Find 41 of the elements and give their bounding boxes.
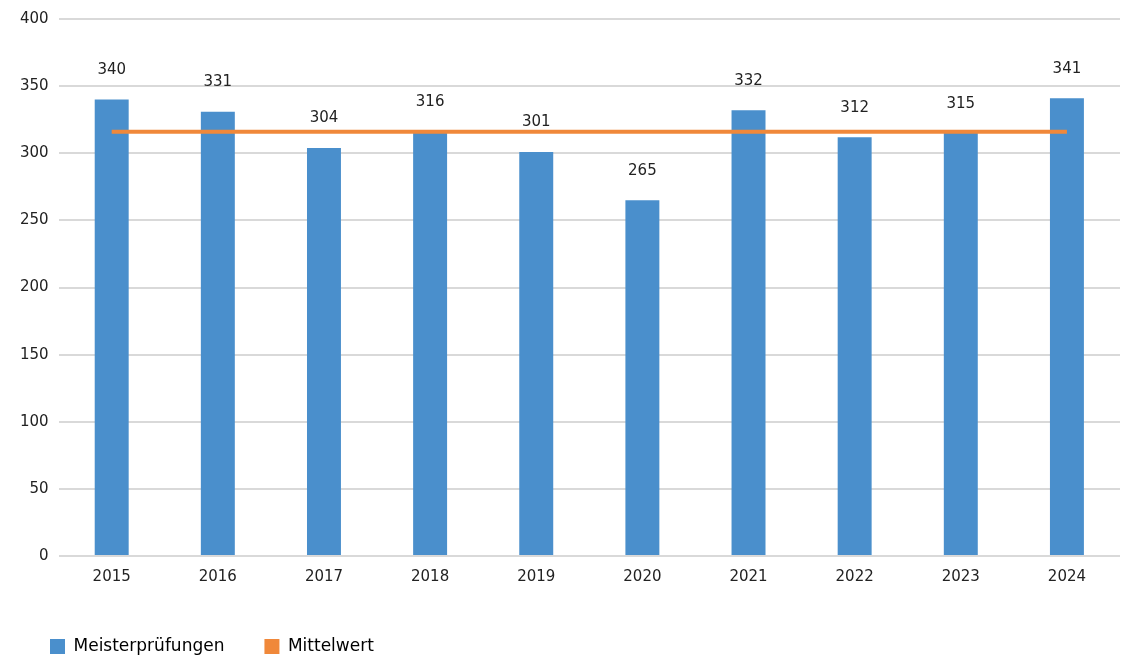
bar [943, 133, 978, 555]
x-tick-label: 2020 [623, 566, 662, 585]
data-label: 340 [97, 59, 127, 78]
x-tick-label: 2021 [729, 566, 768, 585]
y-tick-label: 350 [19, 76, 49, 95]
y-tick-label: 400 [19, 8, 49, 27]
legend-label: Meisterprüfungen [73, 634, 225, 655]
x-tick-label: 2015 [92, 566, 131, 585]
bar [625, 200, 660, 555]
y-tick-label: 300 [19, 143, 49, 162]
legend-label: Mittelwert [287, 634, 375, 655]
y-tick-label: 50 [29, 478, 49, 497]
bar [306, 147, 341, 555]
y-tick-label: 0 [39, 545, 49, 564]
bar [837, 137, 872, 555]
x-tick-label: 2024 [1047, 566, 1087, 585]
bar [200, 111, 235, 555]
data-label: 331 [203, 72, 233, 91]
x-tick-label: 2017 [304, 566, 344, 585]
data-label: 312 [840, 97, 869, 116]
y-tick-label: 250 [19, 210, 49, 229]
x-tick-label: 2022 [835, 566, 874, 585]
data-label: 341 [1052, 58, 1082, 77]
bar [731, 110, 766, 555]
data-label: 301 [521, 112, 551, 131]
bar [94, 99, 129, 555]
data-label: 304 [309, 108, 339, 127]
y-tick-label: 100 [19, 411, 49, 430]
x-tick-label: 2023 [941, 566, 980, 585]
x-tick-label: 2018 [411, 566, 450, 585]
y-tick-label: 150 [19, 344, 49, 363]
data-label: 332 [734, 70, 763, 89]
bar [413, 131, 448, 555]
data-label: 315 [946, 93, 976, 112]
y-tick-label: 200 [19, 277, 49, 296]
data-label: 265 [628, 160, 657, 179]
bar [519, 151, 554, 555]
x-tick-label: 2019 [517, 566, 556, 585]
bar [1049, 98, 1084, 555]
data-label: 316 [415, 92, 445, 111]
x-tick-label: 2016 [198, 566, 237, 585]
